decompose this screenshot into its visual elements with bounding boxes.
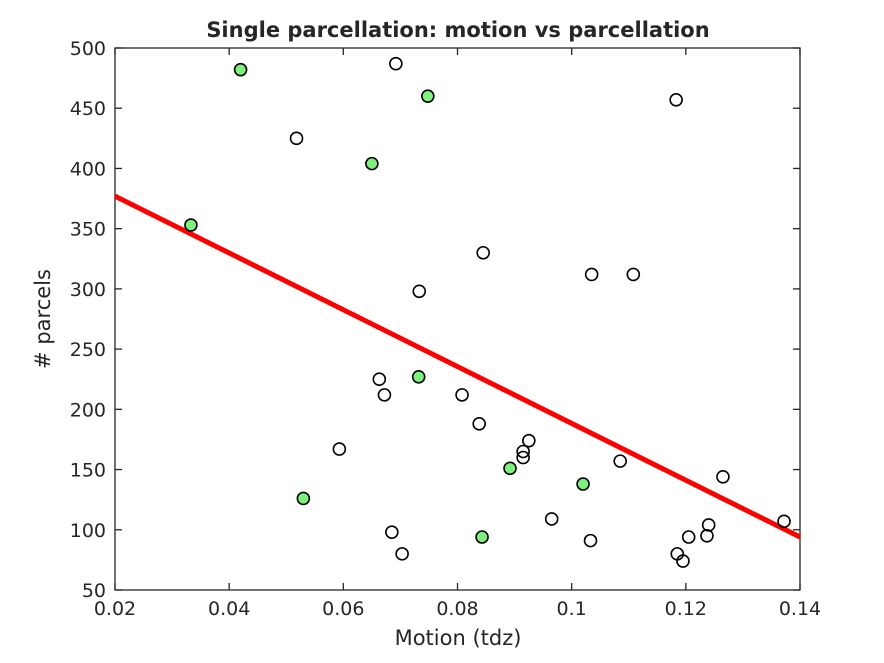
- y-axis-label: # parcels: [31, 269, 55, 369]
- x-tick-label: 0.06: [322, 598, 364, 620]
- data-point: [777, 514, 791, 529]
- x-tick-label: 0.14: [779, 598, 821, 620]
- axis-ticks: [114, 47, 801, 591]
- data-point: [372, 372, 387, 387]
- y-tick-label: 200: [70, 399, 106, 421]
- plot-area: [113, 47, 802, 591]
- y-tick-label: 250: [70, 339, 106, 361]
- data-point: [700, 528, 714, 543]
- x-tick-label: 0.12: [665, 598, 707, 620]
- data-point-highlighted: [296, 491, 311, 506]
- data-point: [584, 267, 599, 282]
- data-point: [395, 547, 409, 561]
- data-point: [583, 533, 598, 548]
- data-point-highlighted: [233, 62, 248, 77]
- x-tick-label: 0.1: [557, 598, 587, 620]
- data-point-highlighted: [421, 89, 435, 103]
- data-point: [455, 388, 469, 402]
- data-point-highlighted: [576, 477, 590, 491]
- data-point: [522, 433, 536, 448]
- data-point: [289, 131, 304, 146]
- x-tick-labels: 0.02 0.04 0.06 0.08 0.1 0.12 0.14: [94, 598, 821, 620]
- y-tick-label: 300: [70, 279, 106, 301]
- x-axis-label: Motion (tdz): [395, 626, 522, 650]
- x-tick-label: 0.02: [94, 598, 136, 620]
- data-point: [669, 92, 683, 107]
- data-point: [472, 416, 486, 431]
- data-point: [385, 525, 399, 539]
- fit-line-group: [113, 193, 802, 540]
- chart-title: Single parcellation: motion vs parcellat…: [206, 18, 709, 42]
- axes-box: [114, 47, 801, 591]
- data-point: [626, 267, 641, 282]
- data-point: [516, 444, 530, 459]
- data-point: [412, 284, 427, 299]
- x-tick-label: 0.08: [436, 598, 478, 620]
- y-tick-label: 50: [82, 580, 106, 602]
- y-tick-labels: 50 100 150 200 250 300 350 400 450 500: [70, 38, 106, 602]
- data-point: [544, 512, 559, 526]
- data-point: [676, 554, 690, 568]
- data-point: [389, 56, 403, 71]
- data-markers: [184, 56, 791, 568]
- data-point-highlighted: [411, 370, 426, 384]
- data-point-highlighted: [365, 156, 379, 171]
- data-point: [332, 442, 347, 456]
- y-tick-label: 100: [70, 520, 106, 542]
- data-point-highlighted: [184, 218, 198, 232]
- data-point: [377, 388, 392, 402]
- data-point: [716, 469, 730, 484]
- y-tick-label: 400: [70, 158, 106, 180]
- data-point: [701, 518, 716, 532]
- y-tick-label: 350: [70, 219, 106, 241]
- data-point: [613, 454, 627, 468]
- data-point-highlighted: [503, 461, 517, 476]
- data-point: [516, 450, 530, 465]
- y-tick-label: 150: [70, 460, 106, 482]
- y-tick-label: 450: [70, 98, 106, 120]
- y-tick-label: 500: [70, 38, 106, 60]
- data-point: [681, 530, 696, 544]
- x-tick-label: 0.04: [208, 598, 250, 620]
- regression-line: [113, 193, 802, 540]
- data-point: [476, 245, 490, 260]
- data-point-highlighted: [475, 530, 489, 544]
